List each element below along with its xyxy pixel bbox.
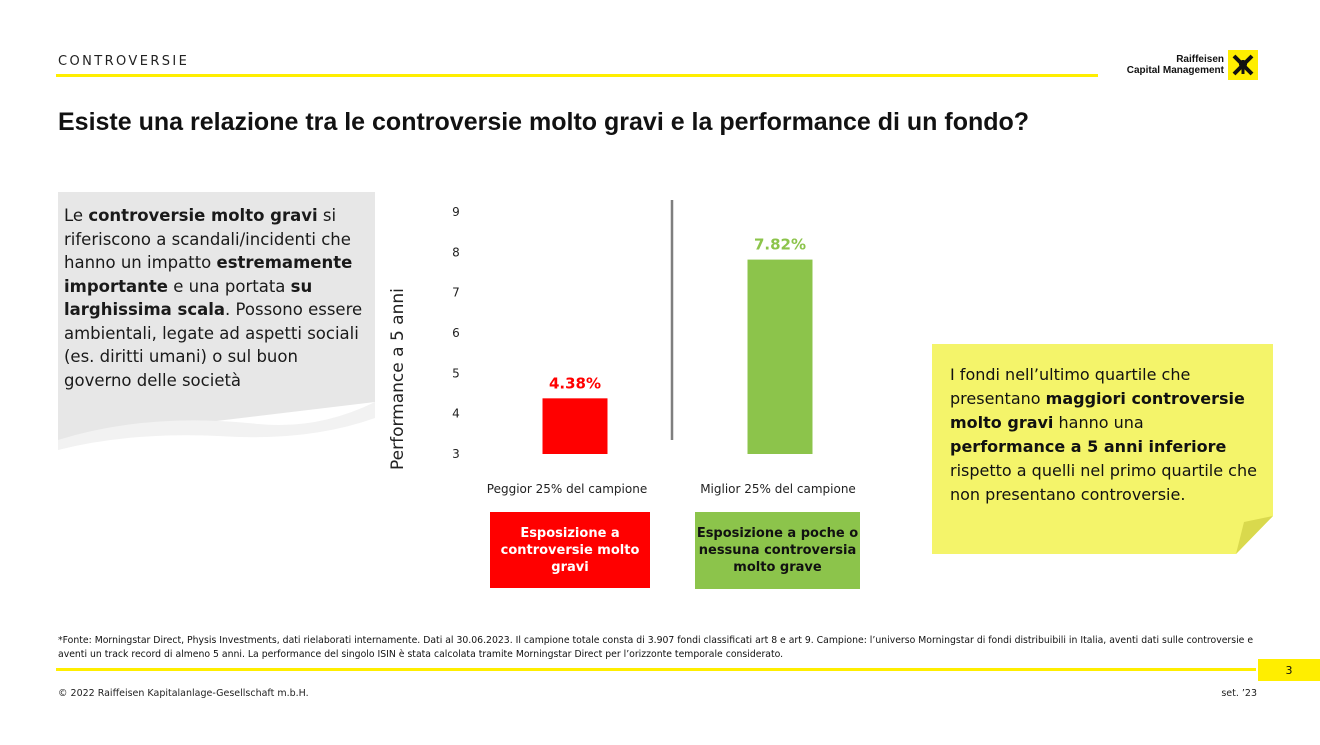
logo-line-1: Raiffeisen — [1176, 54, 1224, 65]
y-tick-label: 6 — [452, 326, 460, 340]
bar-value-label: 7.82% — [754, 236, 806, 254]
bar — [542, 398, 608, 454]
definition-text: Le controversie molto gravi si riferisco… — [64, 206, 363, 390]
performance-bar-chart: 3 4 5 6 7 8 9 4.38% Peggior 25% del campione 7.82… — [452, 200, 856, 496]
y-tick-label: 5 — [452, 366, 460, 380]
y-tick-label: 9 — [452, 205, 460, 219]
copyright: © 2022 Raiffeisen Kapitalanlage-Gesellsc… — [58, 688, 309, 699]
bar — [747, 259, 813, 454]
page-title: Esiste una relazione tra le controversie… — [58, 108, 1030, 136]
category-label: Peggior 25% del campione — [487, 482, 647, 496]
conclusion-text: I fondi nell’ultimo quartile che present… — [950, 365, 1257, 504]
good-exposure-label: Esposizione a poche o nessuna controvers… — [695, 512, 860, 589]
bar-value-label: 4.38% — [549, 374, 601, 392]
logo-line-2: Capital Management — [1126, 65, 1224, 76]
conclusion-note: I fondi nell’ultimo quartile che present… — [932, 344, 1273, 554]
page-number: 3 — [1258, 659, 1320, 681]
brand-logo: Raiffeisen Capital Management — [1127, 50, 1258, 80]
category-label: Miglior 25% del campione — [700, 482, 856, 496]
bad-exposure-label: Esposizione a controversie molto gravi — [490, 512, 650, 588]
top-divider — [56, 74, 1098, 77]
raiffeisen-gable-cross-icon — [1228, 50, 1258, 80]
source-footnote: *Fonte: Morningstar Direct, Physis Inves… — [58, 635, 1254, 660]
slide-date: set. ’23 — [1221, 688, 1257, 699]
y-tick-label: 8 — [452, 245, 460, 259]
y-tick-label: 3 — [452, 447, 460, 461]
y-tick-label: 4 — [452, 407, 460, 421]
definition-note: Le controversie molto gravi si riferisco… — [58, 192, 375, 450]
section-label: CONTROVERSIE — [58, 54, 190, 69]
bottom-divider — [56, 668, 1256, 671]
y-tick-label: 7 — [452, 286, 460, 300]
